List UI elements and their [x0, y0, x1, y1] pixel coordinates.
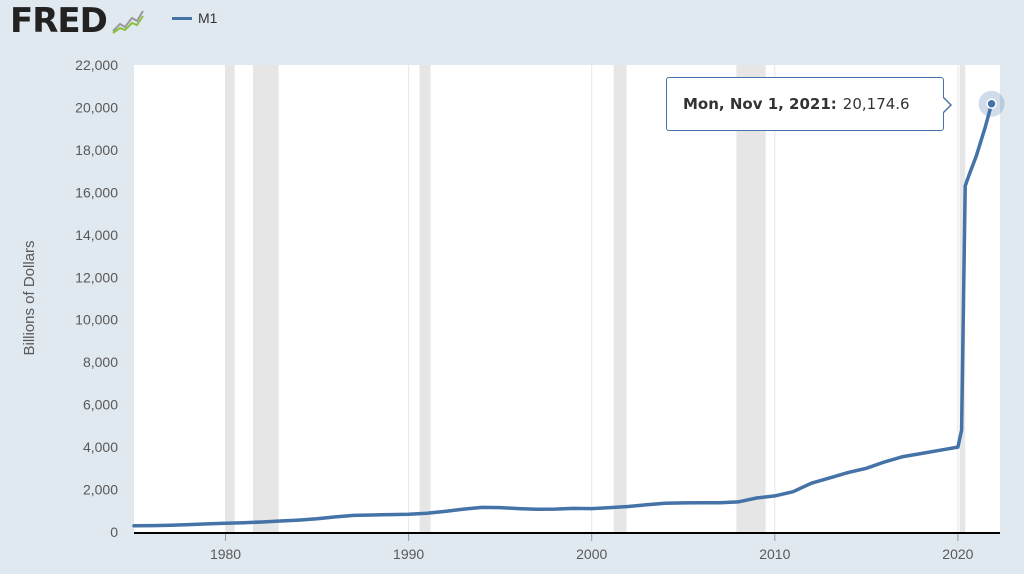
chart-trend-icon — [110, 7, 145, 35]
x-tick-label: 1980 — [210, 546, 241, 562]
y-tick-label: 16,000 — [75, 184, 118, 200]
x-tick-label: 2000 — [576, 546, 607, 562]
recession-band — [225, 65, 235, 532]
chart-legend[interactable]: M1 — [172, 10, 217, 26]
x-tick-label: 1990 — [393, 546, 424, 562]
y-tick-label: 18,000 — [75, 142, 118, 158]
y-tick-label: 8,000 — [83, 354, 118, 370]
recession-band — [736, 65, 766, 532]
series-line-m1 — [132, 101, 994, 528]
tooltip-date: Mon, Nov 1, 2021: — [683, 95, 837, 113]
y-tick-label: 6,000 — [83, 397, 118, 413]
recession-band — [253, 65, 279, 532]
x-tick-label: 2010 — [759, 546, 790, 562]
y-tick-label: 12,000 — [75, 269, 118, 285]
recession-band — [613, 65, 627, 532]
y-tick-label: 20,000 — [75, 99, 118, 115]
legend-swatch-m1 — [172, 16, 192, 20]
y-tick-label: 4,000 — [83, 439, 118, 455]
y-tick-label: 10,000 — [75, 312, 118, 328]
y-tick-label: 2,000 — [83, 482, 118, 498]
y-tick-label: 0 — [110, 524, 118, 540]
fred-logo-text: FRED — [10, 1, 108, 41]
y-axis-label: Billions of Dollars — [21, 240, 38, 355]
tooltip-value: 20,174.6 — [842, 95, 910, 113]
hover-point — [986, 98, 997, 109]
data-tooltip: Mon, Nov 1, 2021: 20,174.6 — [666, 77, 952, 131]
legend-label-m1: M1 — [198, 10, 218, 26]
y-tick-label: 22,000 — [75, 57, 118, 73]
fred-logo[interactable]: FRED — [10, 4, 145, 38]
y-tick-label: 14,000 — [75, 227, 118, 243]
x-tick-label: 2020 — [942, 546, 973, 562]
recession-band — [419, 65, 431, 532]
